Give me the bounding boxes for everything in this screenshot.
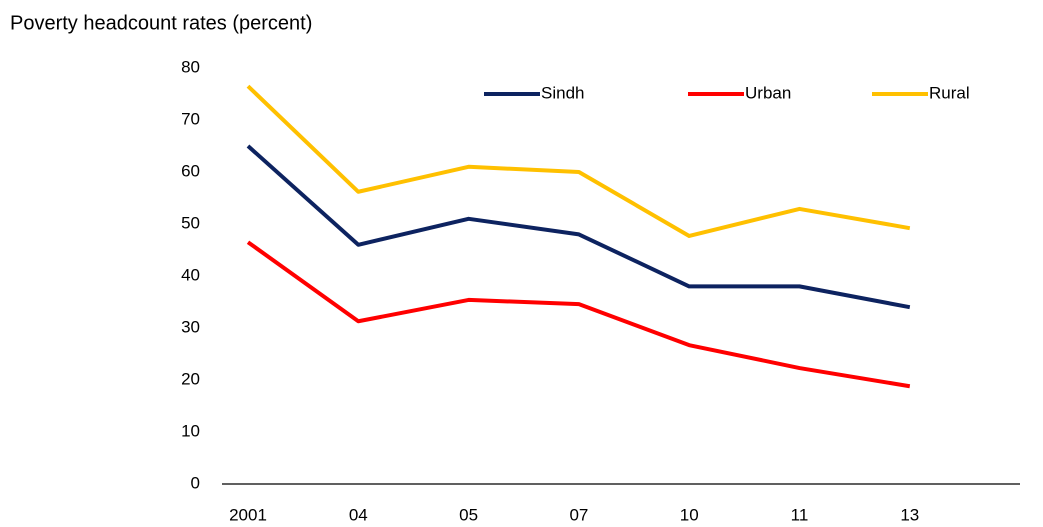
x-tick-label: 2001 <box>229 505 267 524</box>
y-tick-label: 70 <box>181 109 200 128</box>
y-tick-label: 10 <box>181 421 200 440</box>
legend-label: Sindh <box>541 83 584 102</box>
y-tick-label: 50 <box>181 213 200 232</box>
legend-label: Urban <box>745 83 791 102</box>
chart-title: Poverty headcount rates (percent) <box>10 12 312 34</box>
y-tick-label: 80 <box>181 57 200 76</box>
x-tick-label: 05 <box>459 505 478 524</box>
line <box>246 240 911 389</box>
y-tick-label: 0 <box>191 473 200 492</box>
x-tick-label: 10 <box>680 505 699 524</box>
legend-label: Rural <box>929 83 970 102</box>
x-tick-label: 07 <box>569 505 588 524</box>
line <box>246 144 911 310</box>
x-tick-label: 13 <box>900 505 919 524</box>
y-tick-label: 40 <box>181 265 200 284</box>
y-tick-label: 30 <box>181 317 200 336</box>
x-tick-label: 11 <box>791 505 809 524</box>
y-tick-label: 20 <box>181 369 200 388</box>
line <box>246 84 911 238</box>
y-tick-label: 60 <box>181 161 200 180</box>
x-tick-label: 04 <box>349 505 368 524</box>
